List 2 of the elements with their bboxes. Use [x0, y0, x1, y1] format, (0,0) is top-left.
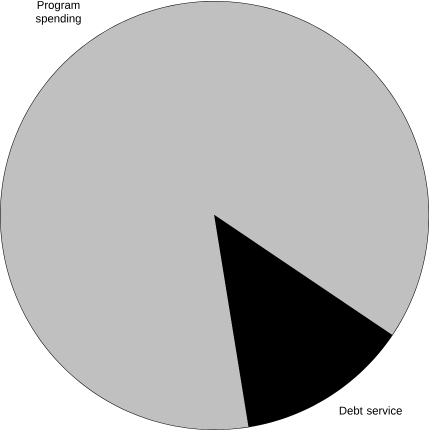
- slice-label: Debt service: [340, 406, 402, 415]
- slice-label: Program spending: [36, 1, 81, 25]
